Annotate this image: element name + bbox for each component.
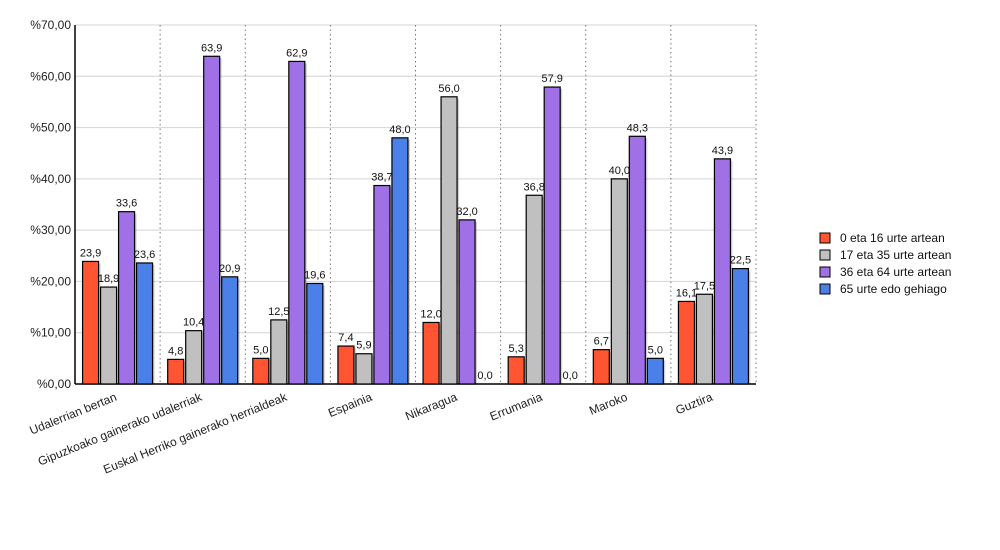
- bar: [270, 319, 288, 385]
- data-label: 5,0: [648, 344, 663, 356]
- x-tick-label: Guztira: [673, 390, 714, 418]
- bar: [252, 357, 270, 385]
- bar: [507, 356, 525, 385]
- bar: [695, 293, 714, 385]
- data-label: 32,0: [456, 206, 477, 218]
- data-label: 56,0: [438, 83, 459, 95]
- data-label: 40,0: [609, 165, 630, 177]
- data-label: 4,8: [168, 345, 183, 357]
- data-label: 7,4: [338, 332, 353, 344]
- y-tick-label: %30,00: [30, 223, 71, 237]
- bar: [677, 300, 696, 385]
- bar: [440, 96, 458, 385]
- data-label: 36,8: [523, 181, 544, 193]
- bar: [525, 194, 543, 385]
- x-tick-label: Errumania: [488, 390, 545, 424]
- x-tick-label: Maroko: [587, 390, 630, 418]
- data-label: 23,9: [80, 247, 101, 259]
- bar: [592, 349, 610, 385]
- data-label: 10,4: [183, 317, 204, 329]
- legend-label: 0 eta 16 urte artean: [840, 231, 945, 245]
- bar: [167, 358, 185, 385]
- legend-label: 36 eta 64 urte artean: [840, 265, 951, 279]
- bar: [221, 276, 239, 385]
- bar: [81, 260, 100, 385]
- data-label-layer: 23,9 18,9 33,6 23,6 4,8 10,4 63,9 20,9 5,0 12,5 62…: [80, 42, 751, 382]
- bar: [646, 357, 664, 385]
- legend-swatch: [819, 266, 831, 278]
- data-label: 62,9: [286, 47, 307, 59]
- data-label: 38,7: [371, 172, 392, 184]
- data-label: 22,5: [730, 255, 751, 267]
- data-label: 23,6: [134, 249, 155, 261]
- data-label: 6,7: [594, 336, 609, 348]
- legend-swatch: [819, 232, 831, 244]
- y-tick-label: %40,00: [30, 172, 71, 186]
- data-label: 18,9: [98, 273, 119, 285]
- bar: [731, 268, 750, 385]
- y-tick-label: %60,00: [30, 69, 71, 83]
- data-label: 43,9: [712, 145, 733, 157]
- bar: [628, 135, 646, 385]
- bar: [391, 137, 409, 385]
- y-tick-label: %70,00: [30, 18, 71, 32]
- legend-label: 17 eta 35 urte artean: [840, 248, 951, 262]
- data-label: 19,6: [304, 269, 325, 281]
- bar: [543, 86, 561, 385]
- data-label: 63,9: [201, 42, 222, 54]
- data-label: 48,3: [627, 122, 648, 134]
- data-label: 5,3: [509, 343, 524, 355]
- bar: [458, 219, 476, 385]
- legend: 0 eta 16 urte artean 17 eta 35 urte artea…: [819, 231, 951, 296]
- bar: [135, 262, 154, 385]
- legend-swatch: [819, 283, 831, 295]
- data-label: 17,5: [694, 280, 715, 292]
- bar: [337, 345, 355, 385]
- data-label: 0,0: [563, 370, 578, 382]
- bar: [185, 330, 203, 385]
- y-tick-label: %50,00: [30, 121, 71, 135]
- data-label: 5,0: [253, 344, 268, 356]
- data-label: 33,6: [116, 198, 137, 210]
- data-label: 48,0: [389, 124, 410, 136]
- x-tick-label: Nikaragua: [403, 390, 459, 424]
- bar: [373, 184, 391, 385]
- x-tick-label: Espainia: [326, 390, 374, 420]
- bar: [117, 211, 136, 385]
- y-tick-label: %0,00: [37, 377, 71, 391]
- data-label: 12,5: [268, 306, 289, 318]
- bar: [610, 178, 628, 385]
- bar: [288, 60, 306, 385]
- legend-label: 65 urte edo gehiago: [840, 282, 947, 296]
- bar-layer: [81, 55, 751, 385]
- data-label: 20,9: [219, 263, 240, 275]
- data-label: 0,0: [477, 370, 492, 382]
- y-tick-label: %20,00: [30, 274, 71, 288]
- y-tick-label: %10,00: [30, 326, 71, 340]
- data-label: 16,1: [676, 287, 697, 299]
- grid-layer: [75, 24, 757, 384]
- data-label: 5,9: [356, 340, 371, 352]
- bar: [422, 321, 440, 385]
- bar: [203, 55, 221, 385]
- bar: [355, 353, 373, 385]
- data-label: 57,9: [541, 73, 562, 85]
- bar: [713, 158, 732, 385]
- bar: [99, 286, 118, 385]
- legend-swatch: [819, 249, 831, 261]
- data-label: 12,0: [420, 308, 441, 320]
- bar: [306, 282, 324, 385]
